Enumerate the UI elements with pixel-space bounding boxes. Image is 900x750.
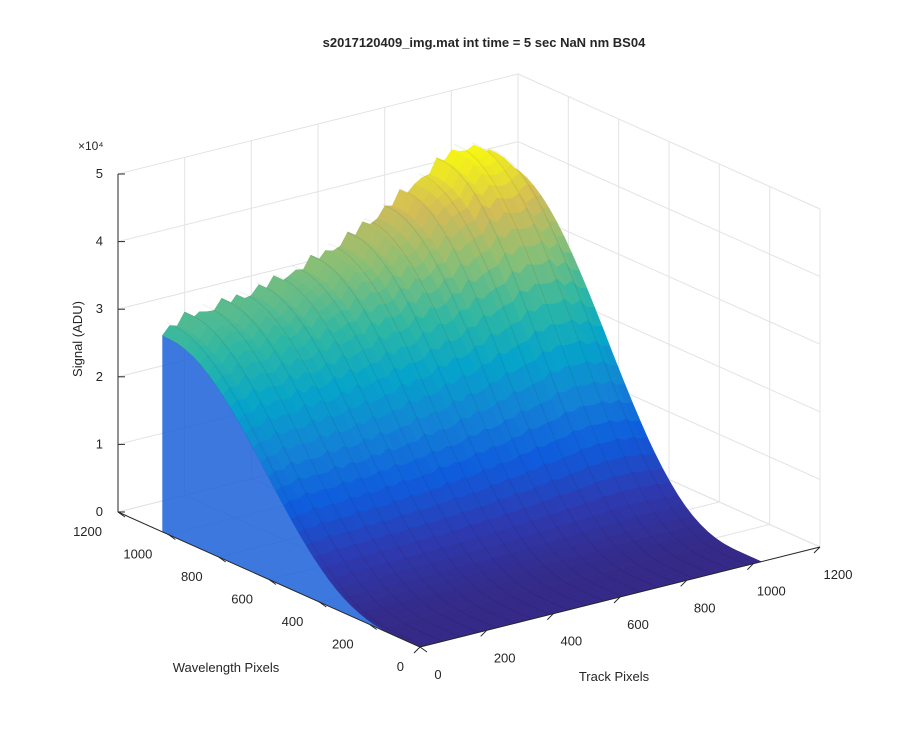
ridge-line [364,218,623,598]
y-tick-label: 0 [397,659,404,674]
chart-title: s2017120409_img.mat int time = 5 sec NaN… [323,35,646,50]
y-tick-mark [268,579,277,585]
x-tick-label: 0 [434,667,441,682]
z-tick-label: 1 [96,436,103,451]
surface-plot [161,142,763,648]
ridge-line [471,142,731,571]
ridge-line [400,188,659,589]
y-tick-mark [419,646,428,653]
x-axis-label: Track Pixels [579,669,650,684]
y-tick-label: 600 [231,592,253,607]
x-tick-label: 600 [627,617,649,632]
x-tick-label: 800 [694,600,716,615]
ridge-line [382,203,641,593]
z-tick-label: 4 [96,234,103,249]
y-tick-mark [117,511,126,518]
grid-line [517,141,821,278]
x-tick-mark [480,629,488,637]
ridge-line [310,254,569,611]
tick-labels: 0200400600800100012000200400600800100012… [73,166,852,682]
ridge-line [166,322,425,647]
ridge-line [453,143,713,575]
ridge-line [489,148,749,566]
grid-line [517,208,821,345]
y-tick-mark [168,534,176,540]
x-tick-label: 400 [560,634,582,649]
surface-left-face [162,335,421,647]
ridge-line [346,231,605,602]
y-tick-mark [218,556,226,563]
ridge-line [238,290,497,629]
ridge-line [202,303,461,638]
z-axis-label: Signal (ADU) [70,301,85,377]
x-tick-label: 200 [494,650,516,665]
y-tick-mark [369,624,377,630]
y-tick-label: 1000 [123,547,152,562]
y-tick-mark [319,601,327,608]
y-tick-label: 800 [181,569,203,584]
grid-line [117,73,519,175]
ridge-line [328,243,587,607]
y-tick-label: 200 [332,637,354,652]
ridge-line [220,297,479,633]
x-tick-mark [613,596,621,604]
axes-lines [117,173,821,654]
ridge-line [274,274,533,620]
ridge-line [436,157,695,580]
ridge-line [256,282,515,624]
x-tick-mark [680,579,688,587]
x-tick-mark [413,646,421,654]
z-tick-label: 3 [96,301,103,316]
z-multiplier: ×10⁴ [78,139,104,153]
x-tick-label: 1200 [824,567,853,582]
grid-line [517,73,821,210]
z-tick-label: 2 [96,369,103,384]
ridge-line [418,172,677,584]
x-tick-label: 1000 [757,584,786,599]
y-axis-label: Wavelength Pixels [173,660,280,675]
ridge-line [184,311,443,642]
y-tick-label: 1200 [73,524,102,539]
y-tick-label: 400 [282,614,304,629]
ridge-line [292,264,551,615]
z-tick-label: 0 [96,504,103,519]
x-tick-mark [813,546,821,554]
z-tick-label: 5 [96,166,103,181]
x-tick-mark [546,613,554,621]
x-tick-mark [746,563,754,571]
